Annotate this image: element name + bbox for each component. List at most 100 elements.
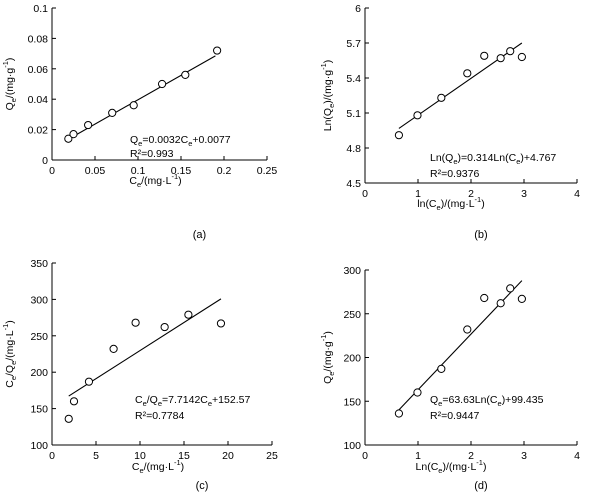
data-point (108, 108, 117, 117)
y-tick-label: 0.02 (28, 125, 49, 137)
data-point (517, 52, 526, 62)
x-tick-label: 1 (415, 450, 421, 462)
data-point (131, 318, 140, 327)
fit-line (68, 55, 216, 140)
data-point (496, 299, 505, 308)
r-squared-label: R²=0.9447 (430, 410, 479, 422)
data-point (413, 111, 422, 120)
y-axis-label: Qe​/(mg·g-1​) (1, 58, 18, 111)
chart-panel-2: 4.5 4.8 5.1 5.4 5.7 6 0 1 2 3 4 Ln(Qe​)=0.314Ln(Ce​… (319, 3, 580, 241)
y-tick-label: 0.06 (28, 64, 49, 76)
x-axis-label: Ce​/(mg·L-1​) (129, 172, 181, 189)
data-point (109, 344, 118, 354)
x-tick-label: 0 (49, 450, 55, 462)
x-tick-label: 0.2 (217, 165, 232, 177)
x-tick-label: 1 (415, 188, 421, 200)
y-tick-label: 100 (343, 440, 361, 452)
regression-equation: Qe​=0.0032Ce​+0.0077 (130, 134, 231, 148)
y-axis-label: Qe​/(mg·g-1​) (319, 331, 336, 384)
panel-caption: (c) (196, 480, 209, 492)
r-squared-label: R²=0.993 (130, 148, 174, 160)
data-point (213, 46, 222, 55)
regression-equation: Ce​/Qe​=7.7142Ce​+152.57 (135, 394, 250, 408)
data-point (413, 388, 422, 397)
x-tick-label: 0.05 (85, 165, 106, 177)
chart-panel-3: 100 150 200 250 300 350 0 5 10 15 20 25 Ce​/Qe​=7.71… (1, 258, 278, 492)
data-point (506, 47, 515, 56)
y-tick-label: 5.4 (346, 73, 361, 85)
y-tick-label: 200 (343, 353, 361, 365)
fit-line (68, 298, 222, 397)
data-point (496, 54, 505, 63)
y-tick-label: 0.04 (28, 94, 49, 106)
data-point (437, 364, 446, 373)
data-point (216, 319, 226, 328)
x-tick-label: 0 (362, 188, 368, 200)
data-point (69, 130, 78, 139)
data-point (463, 69, 472, 78)
panel-caption: (d) (474, 480, 487, 492)
x-tick-label: 0.15 (171, 165, 192, 177)
x-tick-label: 2 (468, 450, 474, 462)
y-tick-label: 250 (343, 309, 361, 321)
regression-equation: Ln(Qe​)=0.314Ln(Ce​)+4.767 (430, 152, 556, 166)
y-tick-label: 150 (30, 404, 48, 416)
regression-equation: Qe​=63.63Ln(Ce​)+99.435 (430, 394, 544, 408)
data-point (184, 310, 193, 319)
y-tick-label: 0.1 (33, 3, 48, 15)
r-squared-label: R²=0.7784 (135, 410, 184, 422)
data-point (84, 377, 94, 386)
chart-panel-1: 0 0.02 0.04 0.06 0.08 0.1 0 0.05 0.1 0.15 0.2 0.25 Q… (1, 3, 277, 241)
data-point (517, 294, 526, 303)
data-point (129, 101, 138, 110)
y-tick-label: 300 (30, 294, 48, 306)
x-tick-label: 25 (266, 450, 278, 462)
x-axis-label: Ln(Ce​)/(mg·L-1​) (416, 458, 487, 475)
data-point (69, 397, 79, 406)
y-axis-label: Ce​/Qe​/(mg·L-1​) (1, 320, 18, 388)
x-tick-label: 3 (521, 450, 527, 462)
y-tick-label: 200 (30, 367, 48, 379)
y-tick-label: 150 (343, 396, 361, 408)
data-point (506, 284, 515, 293)
chart-panel-4: 100 150 200 250 300 0 1 2 3 4 Qe​=63.63Ln(Ce​)+99.… (319, 265, 580, 492)
data-point (157, 79, 167, 89)
x-tick-label: 15 (178, 450, 190, 462)
y-tick-label: 5.7 (346, 38, 361, 50)
data-point (84, 120, 93, 130)
data-point (394, 131, 404, 140)
data-point (64, 414, 73, 423)
x-tick-label: 4 (574, 188, 580, 200)
data-point (480, 51, 489, 60)
r-squared-label: R²=0.9376 (430, 168, 479, 180)
panel-caption: (b) (474, 229, 487, 241)
y-tick-label: 250 (30, 331, 48, 343)
x-tick-label: 4 (574, 450, 580, 462)
x-tick-label: 0.1 (131, 165, 146, 177)
y-tick-label: 350 (30, 258, 48, 270)
y-tick-label: 100 (30, 440, 48, 452)
x-axis-label: Ce​/(mg·L-1​) (132, 458, 184, 475)
y-axis-label: Ln(Qe​)/(mg·g-1​) (319, 60, 336, 132)
panel-caption: (a) (193, 229, 206, 241)
x-tick-label: 0 (362, 450, 368, 462)
y-tick-label: 0 (42, 155, 48, 167)
y-tick-label: 300 (343, 265, 361, 277)
x-tick-label: 0.25 (257, 165, 278, 177)
x-tick-label: 20 (222, 450, 234, 462)
y-tick-label: 6 (355, 3, 361, 15)
x-tick-label: 0 (49, 165, 55, 177)
y-tick-label: 0.08 (28, 33, 49, 45)
data-point (480, 293, 489, 303)
data-point (64, 134, 73, 143)
data-point (463, 325, 472, 334)
x-axis-label: ln(Ce​)/(mg·L-1​) (417, 195, 484, 212)
y-tick-label: 4.8 (346, 143, 361, 155)
y-tick-label: 4.5 (346, 178, 361, 190)
y-tick-label: 5.1 (346, 108, 361, 120)
data-point (394, 409, 404, 418)
data-point (181, 70, 190, 79)
x-tick-label: 10 (134, 450, 146, 462)
data-point (437, 93, 446, 102)
